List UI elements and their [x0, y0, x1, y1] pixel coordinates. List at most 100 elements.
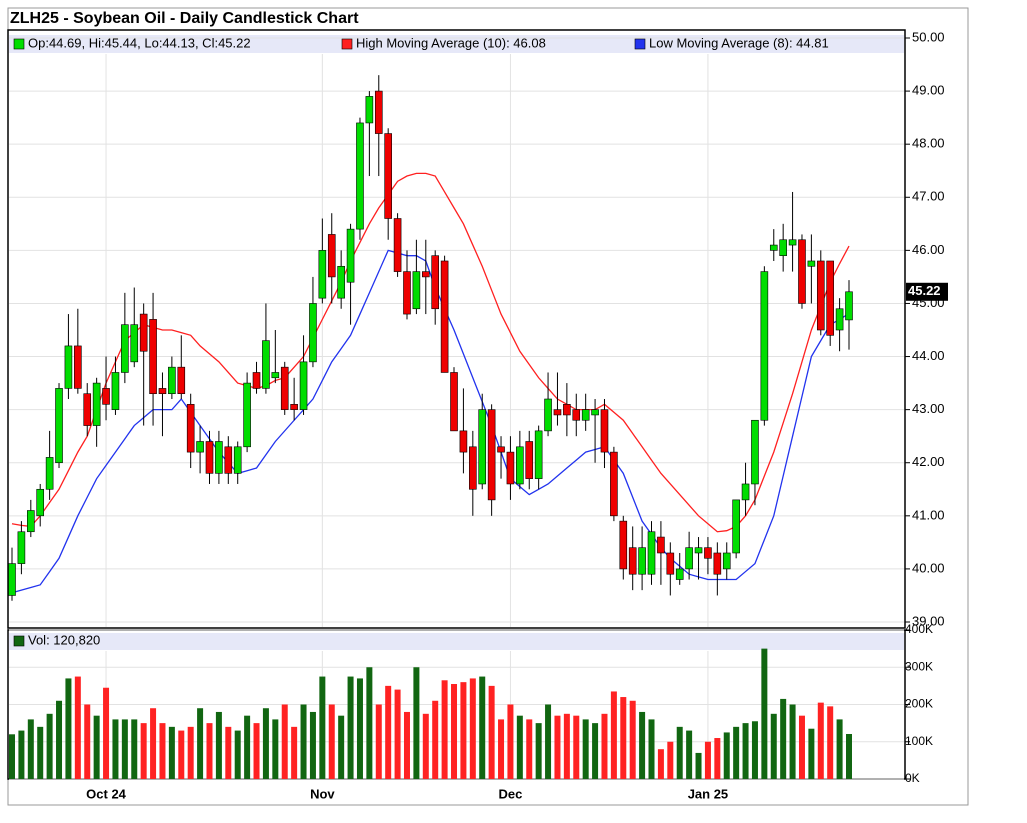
- volume-bar: [253, 723, 260, 779]
- y-tick-label: 400K: [905, 622, 933, 636]
- volume-bar: [526, 719, 533, 779]
- candle-body: [149, 319, 157, 395]
- volume-bar: [714, 738, 721, 779]
- candle-body: [469, 446, 477, 490]
- candle-body: [36, 488, 45, 517]
- volume-bar: [488, 685, 495, 779]
- volume-bar: [112, 719, 119, 779]
- volume-bar: [761, 648, 768, 779]
- candle-body: [760, 271, 769, 421]
- candle-body: [807, 260, 816, 267]
- y-tick-label: 47.00: [912, 189, 945, 204]
- volume-bar: [704, 741, 711, 779]
- volume-bar: [375, 704, 382, 779]
- volume-bar: [309, 711, 316, 779]
- volume-bar: [403, 711, 410, 779]
- volume-bar: [56, 700, 63, 779]
- y-tick-label: 49.00: [912, 83, 945, 98]
- y-tick-label: 43.00: [912, 401, 945, 416]
- volume-bar: [563, 713, 570, 779]
- candle-body: [215, 441, 223, 474]
- volume-bar: [215, 711, 222, 779]
- candle-body: [459, 430, 468, 453]
- volume-bar: [150, 708, 157, 779]
- candle-body: [450, 372, 458, 432]
- candle-body: [384, 133, 392, 219]
- y-tick-label: 41.00: [912, 507, 945, 522]
- volume-bar: [140, 723, 147, 779]
- candle-body: [271, 372, 280, 379]
- candle-body: [74, 345, 82, 389]
- candle-body: [337, 265, 345, 299]
- moving-average-line: [11, 249, 850, 594]
- volume-bar: [385, 685, 392, 779]
- volume-bar: [178, 730, 185, 779]
- candle-body: [8, 563, 16, 596]
- volume-bar: [84, 704, 91, 779]
- candle-body: [694, 547, 703, 554]
- volume-bar: [573, 715, 580, 779]
- volume-bar: [610, 691, 617, 779]
- candle-body: [45, 457, 54, 490]
- candle-body: [816, 260, 825, 331]
- candle-body: [845, 291, 853, 321]
- volume-bar: [159, 723, 166, 779]
- legend-entry: Low Moving Average (8): 44.81: [649, 35, 829, 50]
- candle-body: [779, 239, 787, 256]
- volume-bar: [620, 697, 627, 779]
- volume-bar: [422, 713, 429, 779]
- volume-bar: [629, 700, 636, 779]
- candle-body: [102, 388, 110, 405]
- volume-bar: [27, 719, 34, 779]
- legend-entry-swatch: [341, 38, 353, 50]
- candle-body: [685, 547, 693, 570]
- candle-body: [563, 404, 571, 416]
- volume-bar: [695, 752, 702, 779]
- x-tick-label: Nov: [310, 786, 335, 801]
- volume-bar: [244, 715, 251, 779]
- volume-bar: [733, 726, 740, 779]
- volume-bar: [225, 726, 232, 779]
- volume-bar: [451, 684, 458, 779]
- x-tick-label: Jan 25: [688, 786, 728, 801]
- chart-frame: [7, 7, 969, 806]
- candle-body: [487, 409, 496, 501]
- x-tick-label: Dec: [499, 786, 523, 801]
- candle-body: [769, 244, 778, 251]
- volume-bar: [9, 734, 15, 779]
- volume-bar: [657, 749, 664, 779]
- candle-body: [666, 552, 675, 575]
- volume-bar: [432, 700, 439, 779]
- y-tick-label: 100K: [905, 734, 933, 748]
- candle-body: [92, 382, 101, 426]
- volume-bar: [780, 698, 787, 779]
- y-tick-label: 0K: [905, 771, 920, 785]
- y-tick-label: 40.00: [912, 560, 945, 575]
- candle-body: [168, 366, 176, 395]
- volume-bar: [798, 715, 805, 779]
- volume-bar: [808, 728, 815, 779]
- candle-body: [506, 451, 515, 485]
- price-panel: [7, 29, 906, 629]
- volume-bar: [441, 680, 448, 779]
- volume-bar: [413, 667, 420, 779]
- volume-bar: [187, 726, 194, 779]
- volume-bar: [516, 715, 523, 779]
- candle-body: [544, 398, 552, 432]
- volume-bar: [328, 704, 335, 779]
- volume-bar: [827, 706, 834, 779]
- candle-body: [356, 122, 364, 230]
- candle-body: [525, 441, 534, 479]
- legend-entry-swatch: [634, 38, 646, 50]
- legend-ohlc: Op:44.69, Hi:45.44, Lo:44.13, Cl:45.22: [28, 35, 251, 50]
- candle-body: [704, 547, 712, 559]
- volume-bar: [37, 726, 44, 779]
- candle-body: [421, 271, 430, 278]
- y-tick-label: 46.00: [912, 242, 945, 257]
- candle-body: [205, 441, 214, 474]
- volume-bar: [46, 713, 53, 779]
- legend-band: [9, 35, 904, 53]
- candle-body: [638, 547, 646, 575]
